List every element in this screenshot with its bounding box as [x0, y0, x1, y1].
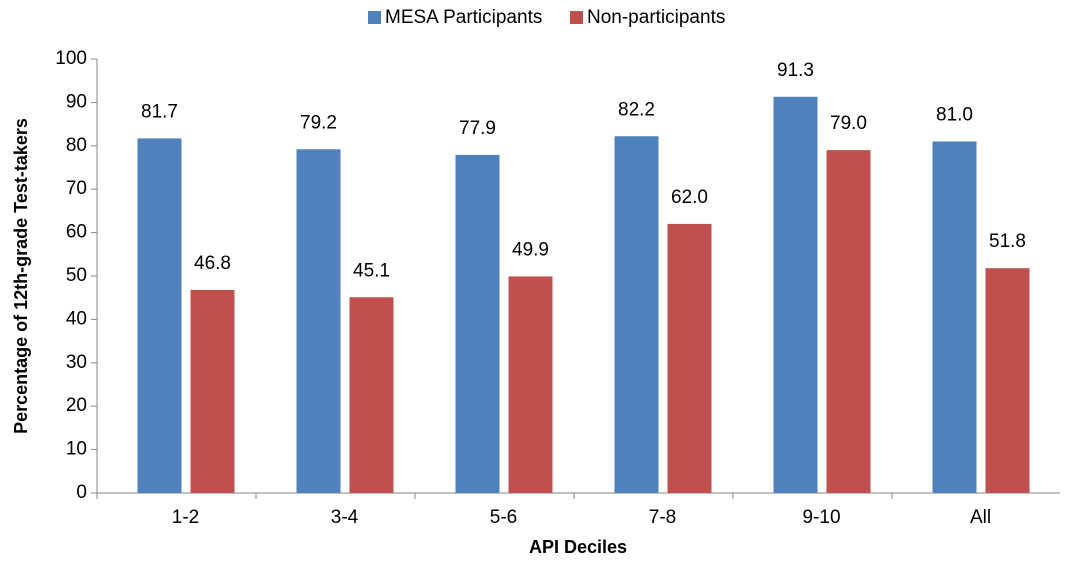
bar — [455, 154, 500, 493]
bar — [137, 138, 182, 493]
y-tick-label: 60 — [66, 222, 87, 243]
bar — [985, 268, 1030, 493]
y-tick-label: 30 — [66, 352, 87, 373]
legend-swatch — [368, 11, 381, 24]
value-label: 79.2 — [300, 112, 337, 133]
value-label: 77.9 — [459, 118, 496, 139]
x-tick-label: 3-4 — [331, 507, 359, 528]
y-tick-label: 50 — [66, 265, 87, 286]
value-label: 62.0 — [671, 187, 708, 208]
y-tick-label: 100 — [55, 48, 87, 69]
bar — [667, 223, 712, 494]
y-tick-label: 20 — [66, 395, 87, 416]
bar — [826, 150, 871, 493]
y-tick-label: 10 — [66, 439, 87, 460]
value-label: 81.0 — [936, 104, 973, 125]
y-tick-label: 90 — [66, 91, 87, 112]
value-label: 81.7 — [141, 101, 178, 122]
value-label: 91.3 — [777, 60, 814, 81]
legend-label: MESA Participants — [385, 7, 542, 28]
y-tick-label: 70 — [66, 178, 87, 199]
x-tick-label: 7-8 — [649, 507, 676, 528]
bar — [349, 297, 394, 493]
x-axis-title: API Deciles — [529, 537, 627, 557]
bar — [296, 149, 341, 493]
y-tick-label: 80 — [66, 135, 87, 156]
bar — [614, 136, 659, 493]
bar — [190, 289, 235, 493]
value-label: 49.9 — [512, 239, 549, 260]
value-label: 82.2 — [618, 99, 655, 120]
value-label: 46.8 — [194, 253, 231, 274]
x-tick-label: 9-10 — [802, 507, 840, 528]
x-tick-label: 5-6 — [490, 507, 517, 528]
value-label: 45.1 — [353, 260, 390, 281]
bar — [773, 96, 818, 494]
y-axis-title: Percentage of 12th-grade Test-takers — [11, 118, 31, 434]
y-tick-label: 0 — [76, 482, 87, 503]
legend-label: Non-participants — [587, 7, 725, 28]
value-label: 79.0 — [830, 113, 867, 134]
legend-swatch — [570, 11, 583, 24]
bar — [508, 276, 553, 493]
y-tick-label: 40 — [66, 308, 87, 329]
bar — [932, 141, 977, 493]
x-tick-label: All — [970, 507, 991, 528]
value-label: 51.8 — [989, 231, 1026, 252]
x-tick-label: 1-2 — [172, 507, 199, 528]
